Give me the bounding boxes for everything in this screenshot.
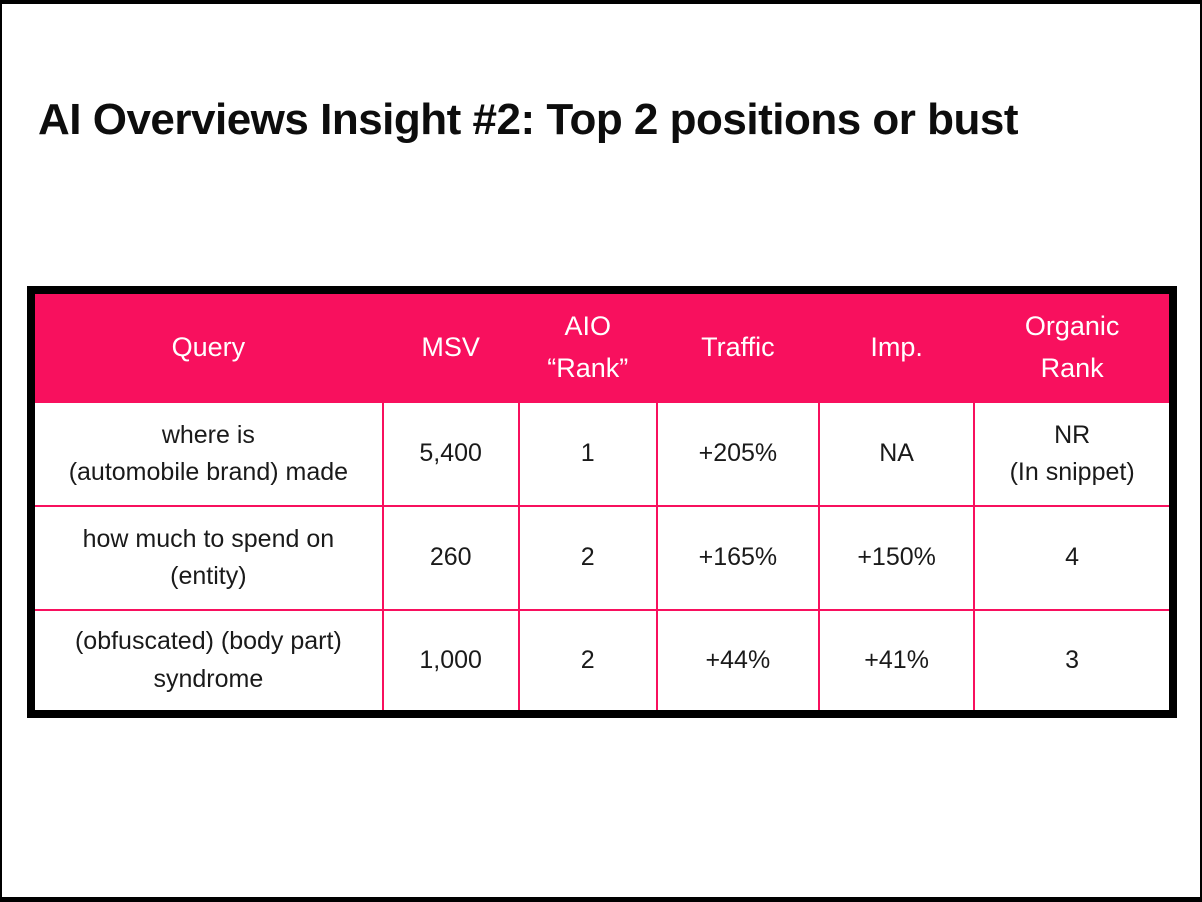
cell-aio-rank: 2: [517, 505, 658, 611]
cell-organic-rank: 4: [973, 505, 1174, 611]
cell-aio-rank: 2: [517, 609, 658, 715]
slide-title: AI Overviews Insight #2: Top 2 positions…: [38, 95, 1019, 144]
cell-query: (obfuscated) (body part) syndrome: [30, 609, 384, 715]
cell-query: how much to spend on (entity): [30, 505, 384, 611]
cell-organic-rank: NR (In snippet): [973, 401, 1174, 507]
column-header-query: Query: [30, 289, 384, 403]
aio-results-table: Query MSV AIO “Rank” Traffic Imp. Organi…: [27, 286, 1177, 718]
cell-imp: +150%: [817, 505, 976, 611]
cell-msv: 260: [381, 505, 520, 611]
cell-msv: 5,400: [381, 401, 520, 507]
cell-imp: NA: [817, 401, 976, 507]
cell-imp: +41%: [817, 609, 976, 715]
column-header-traffic: Traffic: [655, 289, 820, 403]
table-row: how much to spend on (entity) 260 2 +165…: [30, 505, 1174, 611]
cell-aio-rank: 1: [517, 401, 658, 507]
table-row: (obfuscated) (body part) syndrome 1,000 …: [30, 609, 1174, 715]
column-header-aio-rank: AIO “Rank”: [517, 289, 658, 403]
cell-query: where is (automobile brand) made: [30, 401, 384, 507]
table-header-row: Query MSV AIO “Rank” Traffic Imp. Organi…: [30, 289, 1174, 403]
cell-traffic: +205%: [655, 401, 820, 507]
column-header-imp: Imp.: [817, 289, 976, 403]
column-header-msv: MSV: [381, 289, 520, 403]
cell-organic-rank: 3: [973, 609, 1174, 715]
cell-msv: 1,000: [381, 609, 520, 715]
cell-traffic: +44%: [655, 609, 820, 715]
column-header-organic-rank: Organic Rank: [973, 289, 1174, 403]
table-row: where is (automobile brand) made 5,400 1…: [30, 401, 1174, 507]
cell-traffic: +165%: [655, 505, 820, 611]
